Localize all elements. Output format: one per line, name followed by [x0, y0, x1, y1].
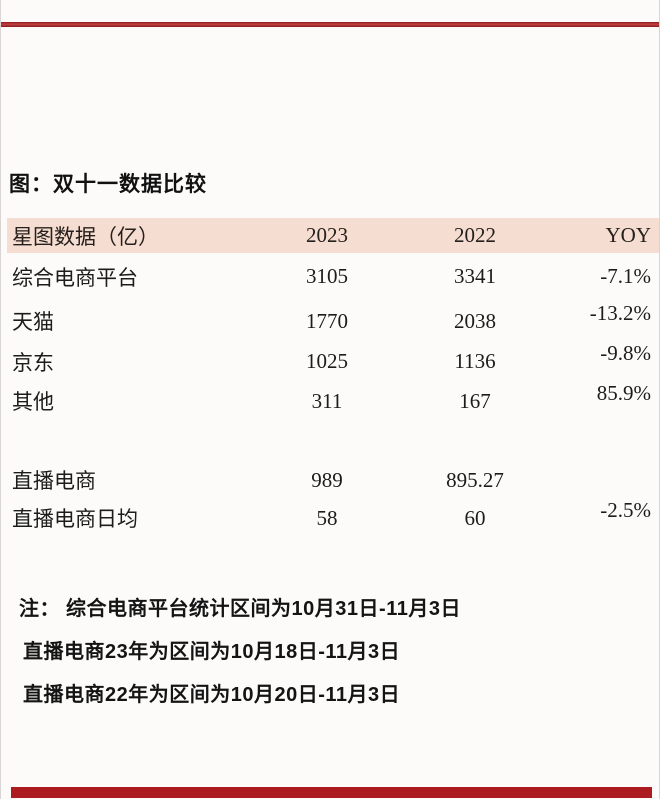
value-2022: 3341	[454, 264, 496, 288]
value-yoy: -9.8%	[600, 341, 651, 365]
note-line: 直播电商22年为区间为10月20日-11月3日	[23, 684, 401, 706]
value-2022: 895.27	[446, 467, 504, 492]
data-table: 星图数据（亿） 2023 2022 YOY 综合电商平台 3105 3341 -…	[7, 218, 659, 536]
value-2022: 1136	[454, 349, 496, 373]
bottom-red-rule	[11, 787, 652, 798]
value-2022: 60	[464, 505, 486, 530]
header-cell-metric: 星图数据（亿）	[7, 218, 267, 253]
value-2023: 3105	[306, 264, 348, 288]
value-yoy: -7.1%	[600, 264, 651, 288]
value-2023: 1770	[306, 308, 348, 333]
note-line: 直播电商23年为区间为10月18日-11月3日	[23, 641, 401, 663]
value-2023: 1025	[306, 349, 348, 373]
value-2023: 311	[311, 388, 343, 413]
value-yoy: -2.5%	[600, 497, 651, 522]
row-label: 天猫	[12, 310, 54, 334]
note-line: 注： 综合电商平台统计区间为10月31日-11月3日	[19, 598, 461, 620]
row-label: 直播电商	[12, 469, 96, 493]
value-yoy: -13.2%	[589, 300, 651, 325]
value-yoy: 85.9%	[596, 380, 651, 405]
table-spacer-row	[7, 421, 659, 460]
row-label: 综合电商平台	[12, 265, 138, 290]
top-red-rule	[1, 22, 659, 27]
header-cell-yoy: YOY	[563, 218, 659, 253]
row-label: 京东	[12, 350, 54, 375]
value-2022: 2038	[454, 308, 496, 333]
value-2023: 58	[316, 505, 338, 530]
row-label: 直播电商日均	[12, 507, 138, 531]
row-label: 其他	[12, 390, 54, 414]
header-cell-2022: 2022	[387, 218, 563, 253]
value-2022: 167	[459, 388, 491, 413]
figure-title: 图：双十一数据比较	[9, 173, 207, 196]
header-cell-2023: 2023	[267, 218, 387, 253]
value-2023: 989	[311, 467, 343, 492]
